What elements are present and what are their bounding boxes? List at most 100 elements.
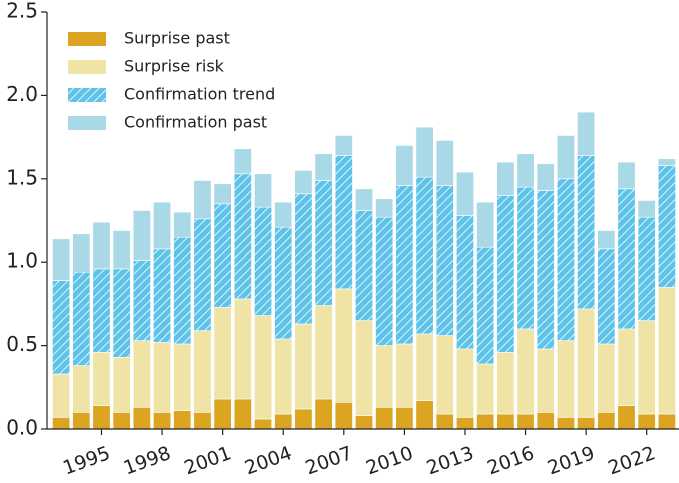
bar-segment [375, 198, 394, 218]
bar-segment [314, 305, 333, 400]
bar-segment [72, 271, 91, 366]
bar-segment [314, 398, 333, 430]
bar-segment [213, 183, 232, 205]
bar-segment [314, 153, 333, 181]
bar-segment [577, 155, 596, 310]
bar-segment [193, 330, 212, 413]
bar-segment [455, 215, 474, 350]
bar-segment [476, 363, 495, 415]
bar-segment [657, 413, 676, 430]
bar-segment [435, 185, 454, 336]
y-tick-label: 1.5 [6, 165, 38, 189]
bar-segment [254, 418, 273, 430]
bar-segment [516, 413, 535, 430]
bar-segment [334, 155, 353, 290]
bar-segment [415, 333, 434, 401]
bar-segment [496, 161, 515, 196]
bar-segment [173, 236, 192, 345]
bar-segment [233, 298, 252, 400]
bar-segment [597, 412, 616, 430]
bar-segment [173, 343, 192, 411]
bar-segment [294, 408, 313, 430]
bar-segment [233, 398, 252, 430]
bar-segment [637, 320, 656, 415]
bar-segment [435, 335, 454, 415]
bar-segment [233, 173, 252, 300]
bar-segment [274, 226, 293, 340]
bar-segment [516, 328, 535, 415]
bar-segment [556, 135, 575, 180]
bar-segment [92, 405, 111, 430]
x-tick-label: 2022 [605, 442, 658, 479]
x-tick-label: 2007 [302, 442, 355, 479]
bar-segment [637, 200, 656, 218]
bar-segment [254, 206, 273, 316]
bar-segment [213, 203, 232, 308]
legend-swatch [68, 60, 106, 74]
bar-segment [233, 148, 252, 175]
bar-segment [132, 210, 151, 261]
bar-segment [72, 233, 91, 273]
bar-segment [355, 188, 373, 211]
bar-segment [476, 201, 495, 248]
bar-segment [173, 410, 192, 430]
x-tick-label: 2019 [545, 442, 598, 479]
bar-segment [254, 315, 273, 420]
bar-segment [536, 190, 555, 350]
legend-label: Confirmation trend [124, 85, 275, 104]
bar-segment [516, 186, 535, 330]
bar-segment [213, 306, 232, 400]
x-tick-label: 2004 [242, 442, 295, 479]
bar-segment [556, 417, 575, 430]
bar-segment [274, 201, 293, 228]
bar-segment [193, 218, 212, 331]
bar-segment [52, 373, 71, 418]
bar-segment [112, 412, 131, 430]
bar-segment [435, 140, 454, 186]
bar-segment [455, 348, 474, 418]
bar-segment [213, 398, 232, 430]
bar-segment [132, 260, 151, 341]
legend-swatch [68, 88, 106, 102]
bar-segment [355, 320, 373, 416]
bar-segment [355, 210, 373, 321]
bar-segment [294, 323, 313, 410]
bar-segment [476, 246, 495, 365]
bar-segment [536, 348, 555, 413]
bar-segment [395, 407, 414, 430]
bar-segment [193, 412, 212, 430]
bar-segment [112, 356, 131, 413]
x-tick-label: 2013 [424, 442, 477, 479]
bar-segment [496, 351, 515, 415]
bar-segment [455, 171, 474, 216]
bar-segment [375, 407, 394, 430]
bar-segment [556, 178, 575, 341]
bar-segment [577, 417, 596, 430]
bar-segment [314, 180, 333, 306]
bar-segment [153, 341, 172, 413]
bar-segment [617, 188, 636, 330]
bar-segment [395, 343, 414, 408]
legend-label: Surprise risk [124, 57, 225, 76]
bar-segment [153, 248, 172, 343]
x-tick-label: 1998 [121, 442, 174, 479]
bar-segment [395, 185, 414, 345]
bar-segment [294, 193, 313, 325]
bar-segment [597, 230, 616, 250]
bar-segment [153, 412, 172, 430]
bar-segment [657, 158, 676, 166]
bar-segment [556, 340, 575, 418]
bar-segment [153, 201, 172, 250]
x-tick-label: 1995 [60, 442, 113, 479]
legend-swatch [68, 32, 106, 46]
bar-segment [395, 145, 414, 186]
bar-segment [274, 338, 293, 415]
bar-segment [92, 268, 111, 353]
legend-label: Confirmation past [124, 113, 267, 132]
bar-segment [637, 413, 656, 430]
bar-segment [334, 288, 353, 403]
bar-segment [132, 340, 151, 408]
bar-segment [597, 248, 616, 345]
y-tick-label: 2.5 [6, 0, 38, 23]
